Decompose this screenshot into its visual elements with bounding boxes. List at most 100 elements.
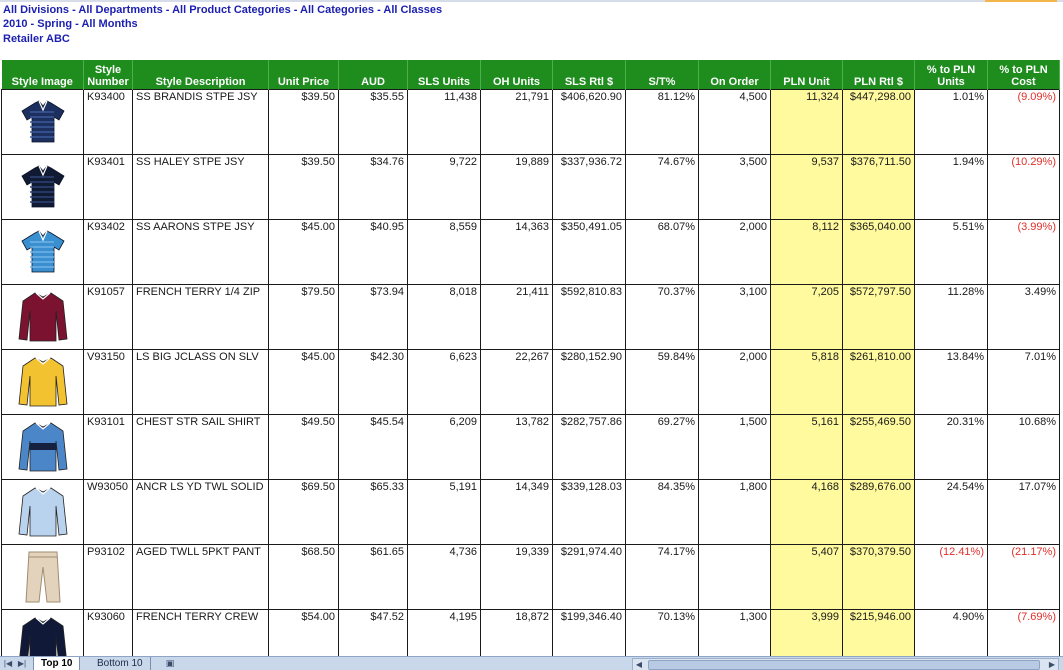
st-pct-cell[interactable]: 59.84% — [625, 349, 699, 415]
scrollbar-thumb[interactable] — [648, 660, 1040, 670]
aud-cell[interactable]: $61.65 — [338, 544, 408, 610]
pln-unit-cell[interactable]: 9,537 — [770, 154, 843, 220]
st-pct-cell[interactable]: 74.17% — [625, 544, 699, 610]
style-number-cell[interactable]: K91057 — [83, 284, 133, 350]
oh-units-cell[interactable]: 19,339 — [480, 544, 553, 610]
aud-cell[interactable]: $35.55 — [338, 89, 408, 155]
sls-units-cell[interactable]: 5,191 — [407, 479, 481, 545]
aud-cell[interactable]: $65.33 — [338, 479, 408, 545]
style-number-cell[interactable]: P93102 — [83, 544, 133, 610]
pct-to-pln-cost-cell[interactable]: (10.29%) — [987, 154, 1060, 220]
col-aud-header[interactable]: AUD — [338, 60, 408, 90]
pln-unit-cell[interactable]: 5,161 — [770, 414, 843, 480]
oh-units-cell[interactable]: 21,791 — [480, 89, 553, 155]
on-order-cell[interactable]: 3,100 — [698, 284, 771, 350]
oh-units-cell[interactable]: 22,267 — [480, 349, 553, 415]
st-pct-cell[interactable]: 70.37% — [625, 284, 699, 350]
pct-to-pln-units-cell[interactable]: 1.94% — [914, 154, 988, 220]
pln-rtl-cell[interactable]: $255,469.50 — [842, 414, 915, 480]
pct-to-pln-units-cell[interactable]: 20.31% — [914, 414, 988, 480]
col-pln-unit-header[interactable]: PLN Unit — [770, 60, 843, 90]
style-description-cell[interactable]: LS BIG JCLASS ON SLV — [132, 349, 269, 415]
pct-to-pln-units-cell[interactable]: (12.41%) — [914, 544, 988, 610]
col-oh-units-header[interactable]: OH Units — [480, 60, 553, 90]
sls-units-cell[interactable]: 9,722 — [407, 154, 481, 220]
sls-units-cell[interactable]: 8,559 — [407, 219, 481, 285]
col-style-description-header[interactable]: Style Description — [132, 60, 269, 90]
style-number-cell[interactable]: K93401 — [83, 154, 133, 220]
st-pct-cell[interactable]: 68.07% — [625, 219, 699, 285]
pln-unit-cell[interactable]: 7,205 — [770, 284, 843, 350]
sls-rtl-cell[interactable]: $339,128.03 — [552, 479, 626, 545]
sls-units-cell[interactable]: 6,623 — [407, 349, 481, 415]
pct-to-pln-cost-cell[interactable]: 17.07% — [987, 479, 1060, 545]
style-number-cell[interactable]: K93101 — [83, 414, 133, 480]
col-unit-price-header[interactable]: Unit Price — [268, 60, 339, 90]
on-order-cell[interactable] — [698, 544, 771, 610]
sls-units-cell[interactable]: 4,736 — [407, 544, 481, 610]
pct-to-pln-cost-cell[interactable]: (9.09%) — [987, 89, 1060, 155]
on-order-cell[interactable]: 1,800 — [698, 479, 771, 545]
style-image-cell[interactable] — [1, 284, 84, 350]
style-description-cell[interactable]: SS HALEY STPE JSY — [132, 154, 269, 220]
pct-to-pln-units-cell[interactable]: 5.51% — [914, 219, 988, 285]
unit-price-cell[interactable]: $39.50 — [268, 154, 339, 220]
pln-rtl-cell[interactable]: $370,379.50 — [842, 544, 915, 610]
aud-cell[interactable]: $42.30 — [338, 349, 408, 415]
on-order-cell[interactable]: 2,000 — [698, 349, 771, 415]
col-sls-units-header[interactable]: SLS Units — [407, 60, 481, 90]
style-number-cell[interactable]: K93402 — [83, 219, 133, 285]
pln-rtl-cell[interactable]: $447,298.00 — [842, 89, 915, 155]
oh-units-cell[interactable]: 14,349 — [480, 479, 553, 545]
style-number-cell[interactable]: V93150 — [83, 349, 133, 415]
st-pct-cell[interactable]: 84.35% — [625, 479, 699, 545]
col-pct-to-pln-cost-header[interactable]: % to PLN Cost — [987, 60, 1060, 90]
unit-price-cell[interactable]: $39.50 — [268, 89, 339, 155]
sls-rtl-cell[interactable]: $282,757.86 — [552, 414, 626, 480]
insert-sheet-icon[interactable]: ▣ — [165, 658, 175, 668]
style-description-cell[interactable]: SS AARONS STPE JSY — [132, 219, 269, 285]
col-on-order-header[interactable]: On Order — [698, 60, 771, 90]
pct-to-pln-units-cell[interactable]: 1.01% — [914, 89, 988, 155]
col-pct-to-pln-units-header[interactable]: % to PLN Units — [914, 60, 988, 90]
unit-price-cell[interactable]: $45.00 — [268, 349, 339, 415]
style-number-cell[interactable]: K93400 — [83, 89, 133, 155]
pct-to-pln-cost-cell[interactable]: (21.17%) — [987, 544, 1060, 610]
pln-unit-cell[interactable]: 5,407 — [770, 544, 843, 610]
aud-cell[interactable]: $34.76 — [338, 154, 408, 220]
unit-price-cell[interactable]: $79.50 — [268, 284, 339, 350]
style-description-cell[interactable]: SS BRANDIS STPE JSY — [132, 89, 269, 155]
pct-to-pln-cost-cell[interactable]: (3.99%) — [987, 219, 1060, 285]
tab-bottom-10[interactable]: Bottom 10 — [90, 657, 151, 670]
pln-unit-cell[interactable]: 5,818 — [770, 349, 843, 415]
pct-to-pln-units-cell[interactable]: 13.84% — [914, 349, 988, 415]
unit-price-cell[interactable]: $45.00 — [268, 219, 339, 285]
horizontal-scrollbar[interactable]: ◀ ▶ — [632, 658, 1059, 670]
aud-cell[interactable]: $73.94 — [338, 284, 408, 350]
style-description-cell[interactable]: FRENCH TERRY 1/4 ZIP — [132, 284, 269, 350]
sls-rtl-cell[interactable]: $350,491.05 — [552, 219, 626, 285]
pln-rtl-cell[interactable]: $261,810.00 — [842, 349, 915, 415]
pct-to-pln-cost-cell[interactable]: 3.49% — [987, 284, 1060, 350]
col-st-pct-header[interactable]: S/T% — [625, 60, 699, 90]
st-pct-cell[interactable]: 74.67% — [625, 154, 699, 220]
pln-unit-cell[interactable]: 4,168 — [770, 479, 843, 545]
aud-cell[interactable]: $40.95 — [338, 219, 408, 285]
first-sheet-icon[interactable]: |◀ — [3, 659, 13, 668]
tab-top-10[interactable]: Top 10 — [33, 657, 81, 670]
sls-rtl-cell[interactable]: $280,152.90 — [552, 349, 626, 415]
unit-price-cell[interactable]: $49.50 — [268, 414, 339, 480]
pct-to-pln-cost-cell[interactable]: 7.01% — [987, 349, 1060, 415]
pct-to-pln-units-cell[interactable]: 24.54% — [914, 479, 988, 545]
pln-unit-cell[interactable]: 11,324 — [770, 89, 843, 155]
on-order-cell[interactable]: 4,500 — [698, 89, 771, 155]
unit-price-cell[interactable]: $68.50 — [268, 544, 339, 610]
col-sls-rtl-header[interactable]: SLS Rtl $ — [552, 60, 626, 90]
oh-units-cell[interactable]: 14,363 — [480, 219, 553, 285]
col-pln-rtl-header[interactable]: PLN Rtl $ — [842, 60, 915, 90]
sls-units-cell[interactable]: 11,438 — [407, 89, 481, 155]
style-description-cell[interactable]: AGED TWLL 5PKT PANT — [132, 544, 269, 610]
oh-units-cell[interactable]: 13,782 — [480, 414, 553, 480]
style-description-cell[interactable]: CHEST STR SAIL SHIRT — [132, 414, 269, 480]
style-number-cell[interactable]: W93050 — [83, 479, 133, 545]
